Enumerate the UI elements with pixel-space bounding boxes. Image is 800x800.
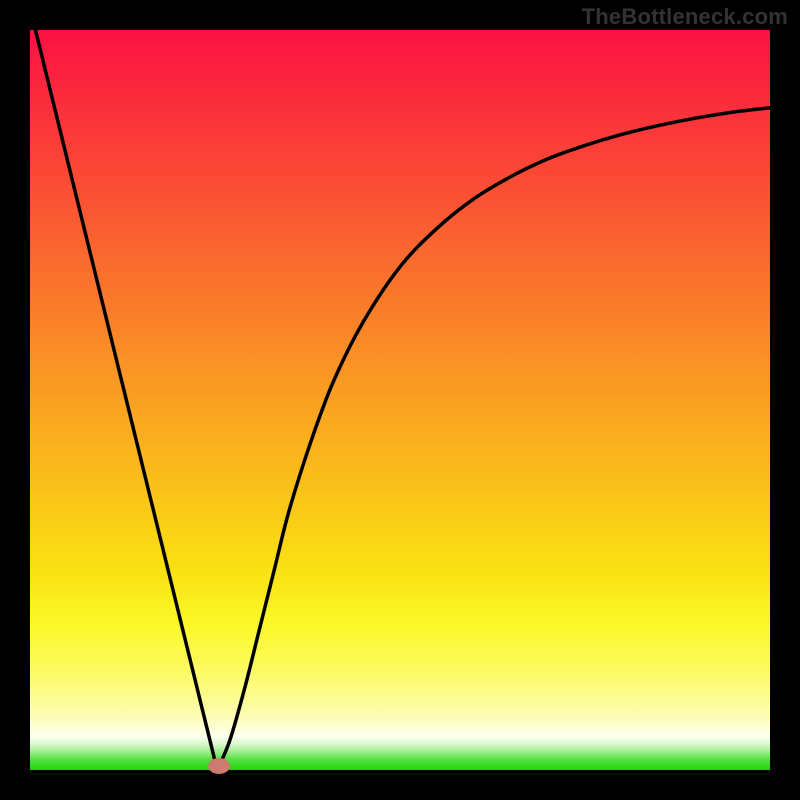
plot-area [30,30,770,770]
watermark-text: TheBottleneck.com [582,4,788,30]
bottleneck-curve [30,8,770,770]
chart-container: TheBottleneck.com [0,0,800,800]
curve-svg [30,30,770,770]
dip-marker [208,758,230,774]
